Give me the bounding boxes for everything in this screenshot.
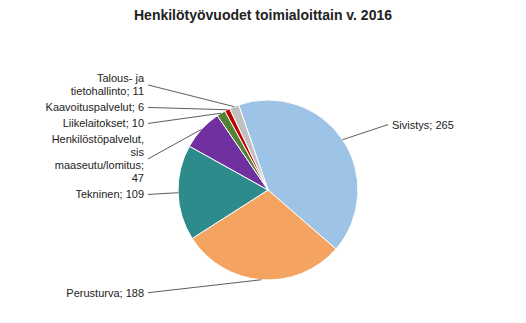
svg-text:Liikelaitokset; 10: Liikelaitokset; 10	[63, 117, 144, 129]
svg-text:Henkilöstöpalvelut,sismaaseutu: Henkilöstöpalvelut,sismaaseutu/lomitus;4…	[52, 133, 145, 184]
svg-text:Perusturva; 188: Perusturva; 188	[66, 287, 144, 299]
svg-text:Kaavoituspalvelut; 6: Kaavoituspalvelut; 6	[46, 101, 144, 113]
html-text:Henkilötyövuodet toimialoittai: Henkilötyövuodet toimialoittain v. 2016	[134, 7, 392, 23]
svg-text:Talous- jatietohallinto; 11: Talous- jatietohallinto; 11	[71, 72, 145, 97]
svg-text:Sivistys; 265: Sivistys; 265	[392, 119, 454, 131]
svg-text:Tekninen; 109: Tekninen; 109	[76, 188, 145, 200]
